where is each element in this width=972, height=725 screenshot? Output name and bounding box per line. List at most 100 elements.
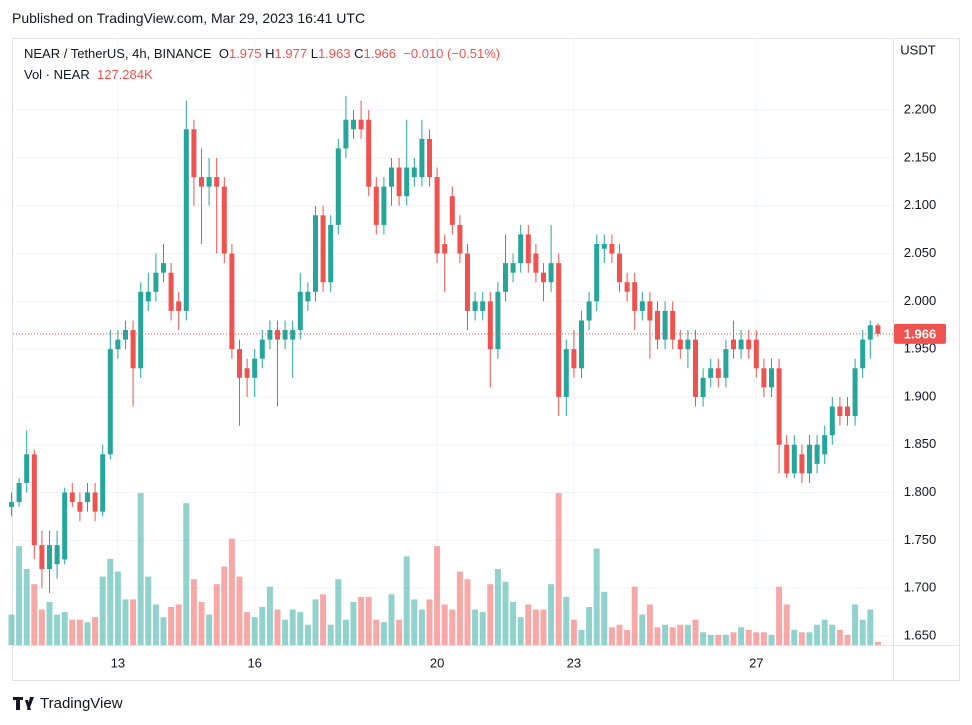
published: Published on TradingView.com, Mar 29, 20… (12, 10, 366, 26)
volume-bar (168, 607, 175, 645)
volume-bar (190, 579, 197, 645)
volume-bar (23, 569, 30, 645)
candle-body (875, 325, 881, 334)
currency: USDT (900, 42, 935, 57)
candle-body (693, 339, 698, 397)
candle-body (525, 234, 531, 264)
candle-body (647, 301, 653, 321)
volume-bar (38, 609, 45, 645)
candle-body (335, 148, 341, 225)
volume-legend: Vol · NEAR 127.284K (24, 67, 153, 82)
volume-value: 127.284K (96, 67, 153, 82)
candle-body (814, 444, 820, 464)
candle-body (47, 545, 52, 570)
candle-body (541, 272, 546, 283)
volume-bar (669, 627, 676, 645)
volume-bar (730, 632, 737, 645)
volume-bar (517, 617, 524, 645)
volume-bar (631, 586, 638, 645)
volume-bar (304, 624, 311, 645)
volume-bar (418, 609, 425, 645)
candle-body (282, 330, 288, 340)
candle-body (100, 454, 106, 512)
volume-bar (396, 619, 403, 645)
candle-body (609, 243, 615, 254)
x-tick-label: 16 (247, 655, 261, 670)
candle-body (411, 167, 417, 178)
volume-bar (251, 617, 258, 645)
volume-bar (282, 619, 289, 645)
volume-bar (456, 571, 463, 645)
candle-body (632, 282, 638, 311)
candle-body (624, 282, 630, 292)
candle-body (427, 138, 432, 178)
candle-body (746, 339, 752, 350)
y-tick-label: 1.800 (904, 484, 937, 499)
candle-body (176, 301, 182, 311)
volume-bar (46, 601, 53, 645)
price-tag (894, 323, 946, 344)
volume-bar (312, 599, 319, 645)
volume-bar (677, 624, 684, 645)
candle-body (769, 368, 774, 388)
candle-body (586, 301, 592, 321)
volume-bar (502, 581, 509, 645)
candle-body (700, 377, 706, 397)
candle-body (153, 272, 159, 292)
candle-body (221, 186, 227, 254)
y-tick-label: 2.200 (904, 102, 937, 117)
y-tick-label: 2.150 (904, 149, 937, 164)
high: 1.977 (274, 46, 308, 61)
candle-body (138, 291, 144, 369)
candle-body (168, 272, 174, 311)
candle-body (259, 339, 265, 359)
x-tick-label: 27 (749, 655, 763, 670)
volume-bar (266, 586, 273, 645)
volume-bar (639, 614, 646, 645)
candle-body (290, 330, 296, 340)
candle-body (518, 234, 524, 264)
volume-bar (829, 624, 836, 645)
candle-body (670, 310, 676, 340)
candle-body (366, 119, 372, 187)
candle-body (487, 301, 493, 350)
candle-body (571, 349, 577, 369)
volume-bar (228, 538, 235, 645)
candle-body (791, 444, 797, 474)
volume-bar (715, 634, 722, 645)
volume-bar (510, 601, 517, 645)
candle-body (594, 243, 600, 302)
volume-bar (722, 634, 729, 645)
volume-bar (388, 594, 395, 645)
candle-body (465, 253, 470, 311)
candle-body (62, 492, 68, 560)
candle-body (799, 454, 805, 474)
x-tick-label: 20 (430, 655, 444, 670)
candle-body (252, 358, 258, 378)
candle-body (373, 186, 379, 225)
volume-bar (54, 614, 61, 645)
candle-body (556, 263, 562, 397)
candle-body (761, 368, 767, 388)
volume-bar (867, 609, 874, 645)
candle-body (495, 291, 501, 350)
volume-bar (449, 609, 456, 645)
change: −0.010 (−0.51%) (403, 46, 501, 61)
volume-bar (137, 493, 144, 645)
price-tag-label: 1.966 (904, 326, 937, 341)
volume-bar (859, 619, 866, 645)
volume-bar (107, 558, 114, 645)
volume-bar (494, 569, 501, 645)
frame (12, 38, 960, 681)
volume-bar (844, 634, 851, 645)
volume-bar (814, 624, 821, 645)
volume-bar (654, 627, 661, 645)
volume-bar (31, 584, 38, 645)
candle-body (351, 119, 356, 130)
brand: TradingView (40, 695, 123, 712)
volume-bar (289, 609, 296, 645)
volume-bar (160, 617, 167, 645)
candle-body (852, 368, 858, 417)
candle-body (639, 301, 645, 311)
candle-body (381, 186, 387, 225)
